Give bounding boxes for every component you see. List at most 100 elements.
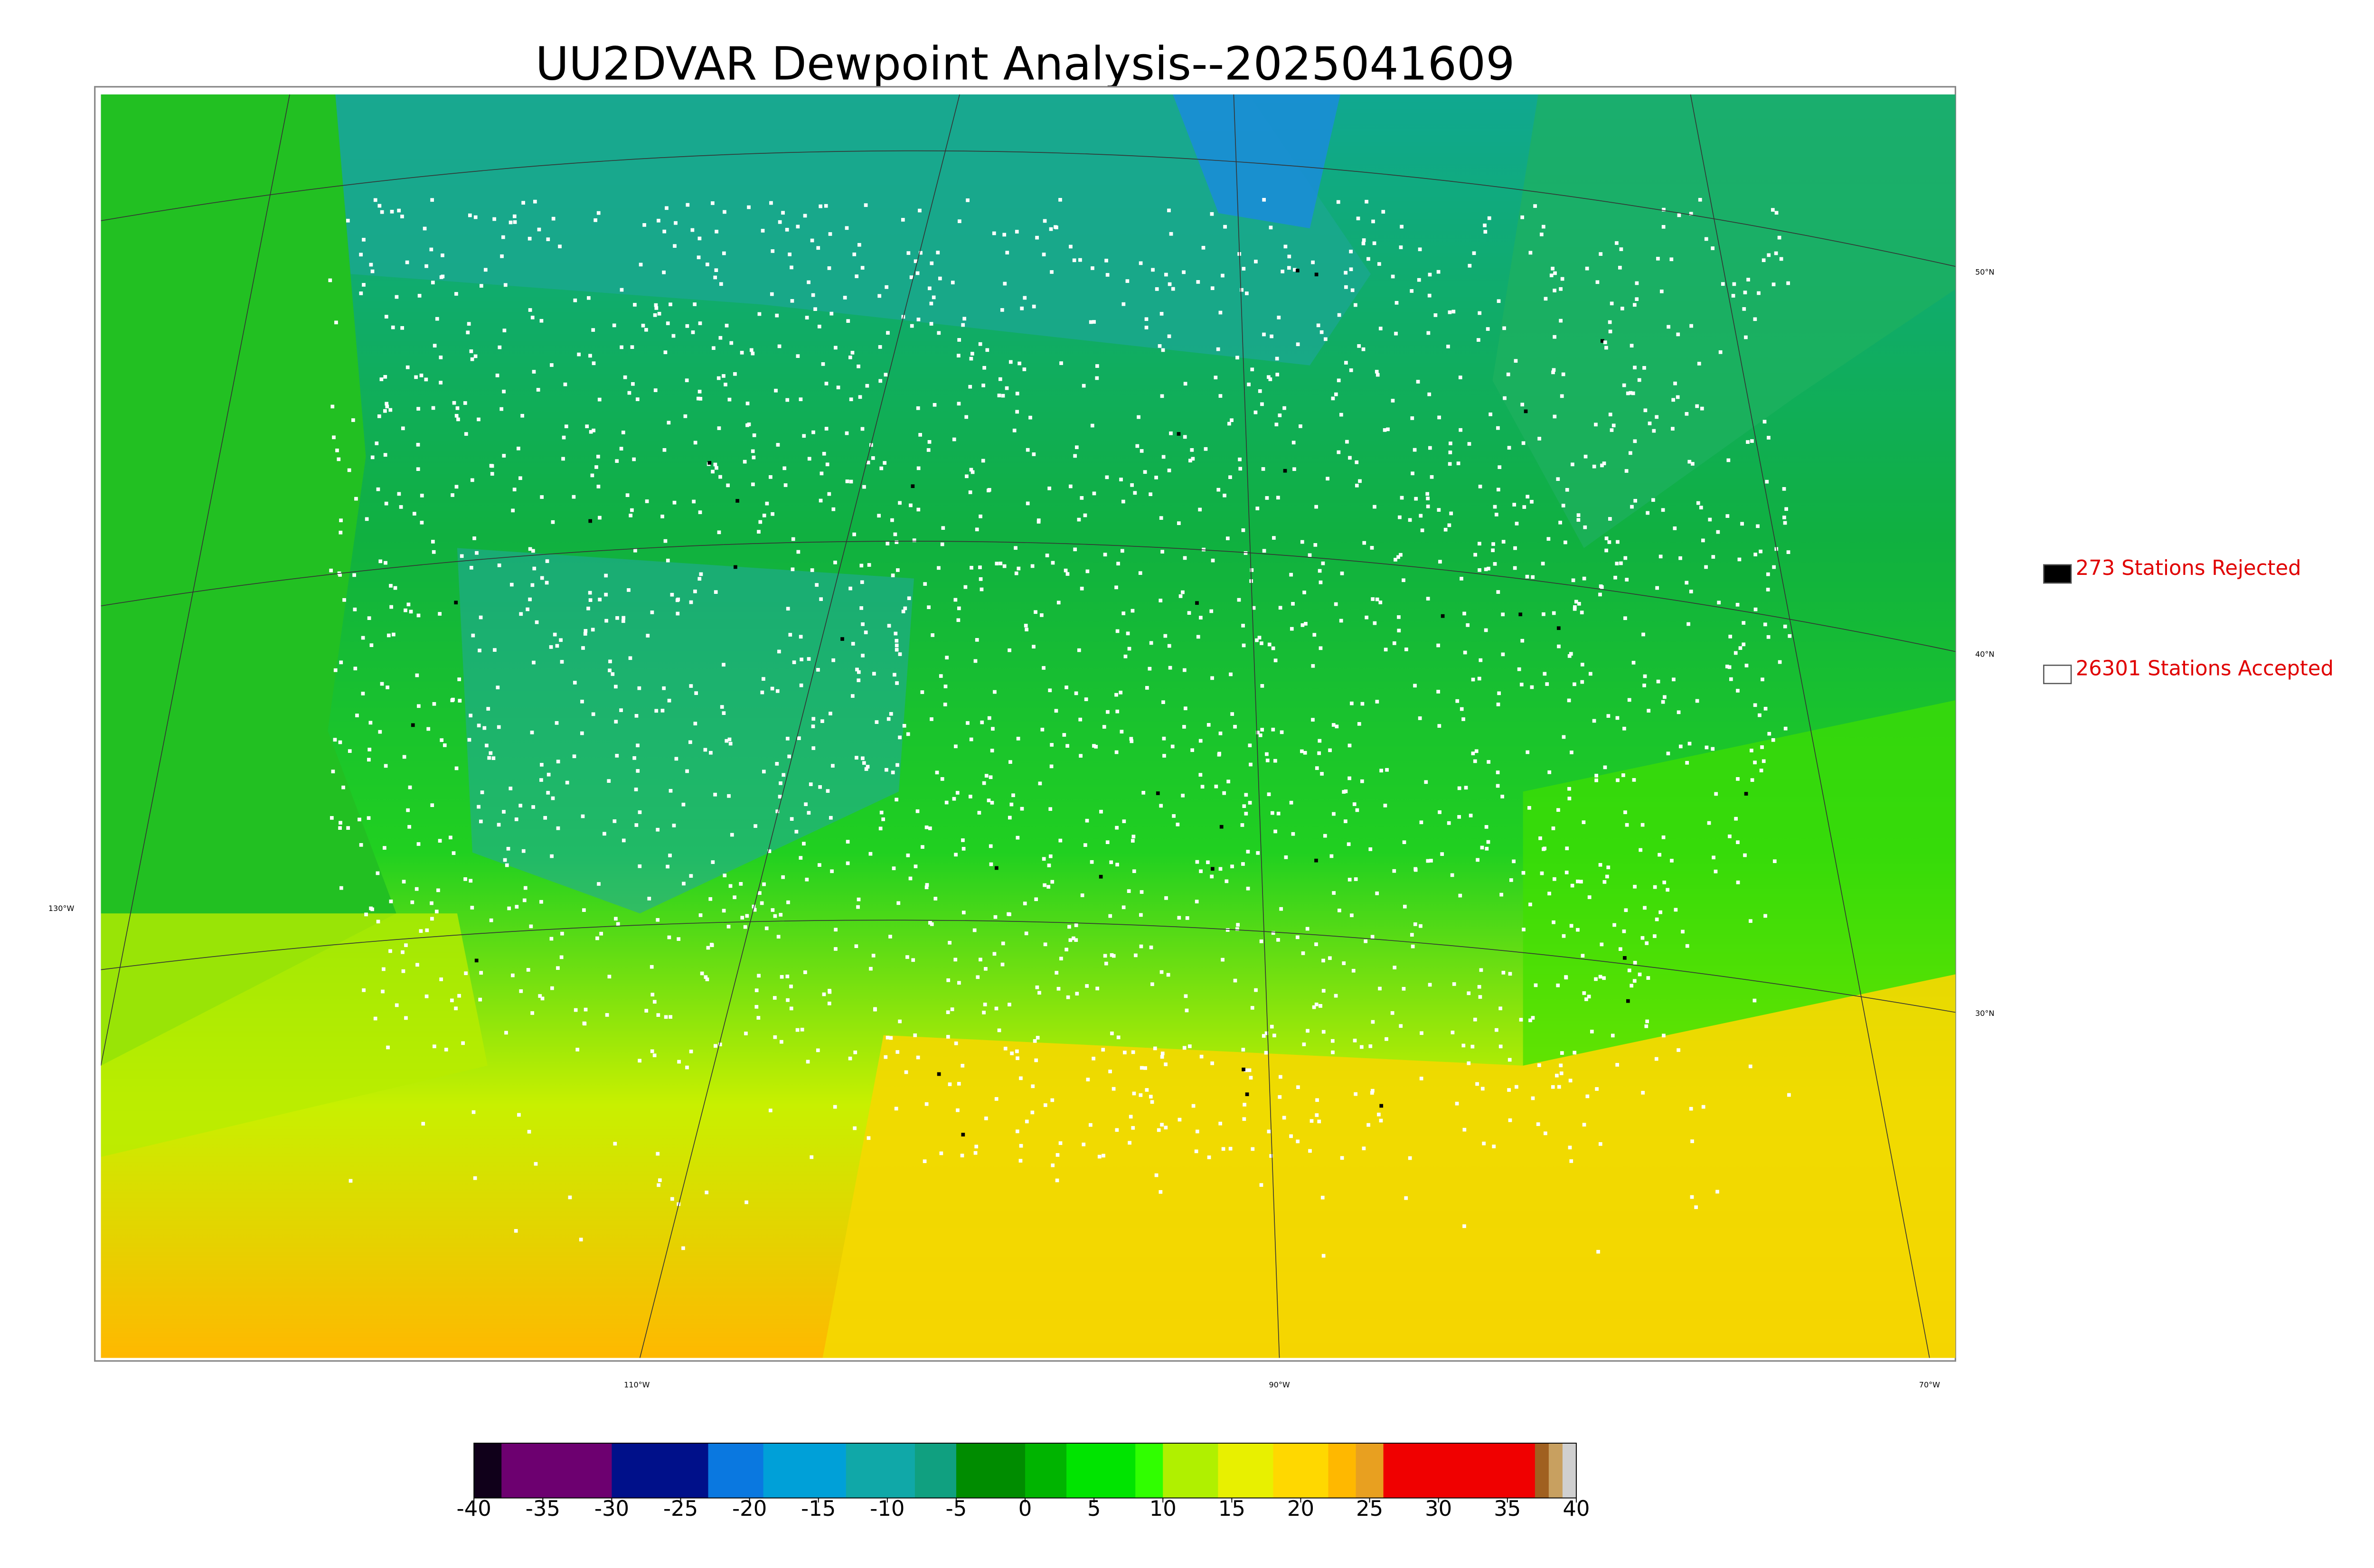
station-dot (921, 845, 924, 849)
station-dot (1218, 394, 1223, 398)
station-dot (1602, 880, 1607, 884)
station-dot (1391, 399, 1395, 403)
station-dot (805, 316, 809, 319)
station-dot (1123, 1051, 1127, 1054)
station-dot (556, 760, 560, 764)
station-dot (1429, 859, 1433, 863)
station-dot (1753, 703, 1757, 707)
station-dot (776, 443, 780, 447)
station-dot (961, 1133, 965, 1136)
station-dot (681, 802, 686, 807)
station-dot (1158, 344, 1162, 348)
station-dot (1582, 576, 1586, 581)
station-dot (1028, 415, 1032, 420)
station-dot (1047, 486, 1051, 490)
station-dot (517, 1113, 521, 1117)
station-dot (400, 215, 404, 218)
station-dot (1581, 954, 1585, 958)
station-dot (1652, 429, 1656, 433)
station-dot (1210, 212, 1214, 216)
station-dot (1278, 1095, 1282, 1099)
station-dot (1105, 840, 1110, 844)
colorbar-tick-label: 15 (1218, 1496, 1245, 1521)
station-dot (970, 352, 974, 356)
station-dot (1655, 917, 1659, 921)
station-dot (775, 313, 779, 318)
station-dot (638, 810, 642, 814)
station-dot (1114, 750, 1119, 754)
station-dot (406, 602, 411, 607)
station-dot (1715, 1190, 1719, 1194)
station-dot (1521, 871, 1526, 875)
station-dot (764, 926, 769, 930)
station-dot (1690, 1195, 1694, 1199)
station-dot (1291, 832, 1295, 836)
station-dot (1606, 714, 1611, 718)
station-dot (811, 717, 816, 721)
station-dot (1221, 273, 1225, 278)
station-dot (1426, 331, 1431, 335)
station-dot (353, 607, 357, 611)
station-dot (378, 730, 382, 734)
station-dot (813, 307, 817, 311)
station-dot (1426, 497, 1430, 500)
station-dot (911, 958, 915, 962)
station-dot (714, 268, 718, 272)
station-dot (1219, 825, 1224, 829)
station-dot (1354, 1092, 1358, 1096)
station-dot (479, 819, 483, 824)
station-dot (1299, 424, 1302, 428)
station-dot (1547, 892, 1551, 896)
station-dot (1459, 428, 1463, 432)
station-dot (723, 210, 726, 214)
station-dot (760, 901, 764, 905)
station-dot (432, 702, 436, 706)
station-dot (1159, 599, 1163, 602)
station-dot (843, 296, 847, 300)
station-dot (473, 354, 478, 358)
station-dot (722, 374, 725, 378)
station-dot (866, 460, 870, 465)
station-dot (1267, 792, 1271, 797)
station-dot (1309, 1119, 1314, 1123)
station-dot (1598, 592, 1602, 597)
station-dot (633, 548, 637, 553)
colorbar-segment (1328, 1443, 1357, 1498)
station-dot (1292, 467, 1296, 471)
station-dot (662, 686, 666, 690)
station-dot (654, 303, 658, 307)
station-dot (404, 943, 408, 947)
station-dot (1159, 312, 1164, 316)
station-dot (865, 384, 869, 388)
station-dot (1072, 258, 1076, 263)
station-dot (1313, 543, 1318, 547)
station-dot (1331, 1050, 1335, 1054)
station-dot (1753, 607, 1758, 611)
station-dot (367, 816, 371, 820)
station-dot (984, 967, 988, 971)
station-dot (1373, 505, 1376, 509)
station-dot (1109, 860, 1113, 864)
station-dot (830, 869, 834, 873)
station-dot (939, 674, 943, 678)
station-dot (443, 743, 447, 747)
station-dot (645, 499, 649, 503)
station-dot (650, 610, 654, 614)
station-dot (1342, 961, 1346, 965)
station-dot (760, 690, 764, 695)
station-dot (805, 877, 809, 882)
station-dot (1494, 513, 1498, 516)
station-dot (1430, 475, 1434, 479)
station-dot (1538, 836, 1542, 840)
station-dot (455, 406, 460, 410)
station-dot (886, 331, 890, 335)
station-dot (1707, 821, 1711, 825)
station-dot (1608, 413, 1612, 416)
station-dot (1221, 1147, 1225, 1151)
station-dot (512, 488, 517, 491)
station-dot (1744, 792, 1748, 796)
station-dot (1218, 867, 1223, 871)
station-dot (1143, 1066, 1147, 1070)
pacific-field (101, 94, 396, 1066)
station-dot (653, 388, 658, 392)
